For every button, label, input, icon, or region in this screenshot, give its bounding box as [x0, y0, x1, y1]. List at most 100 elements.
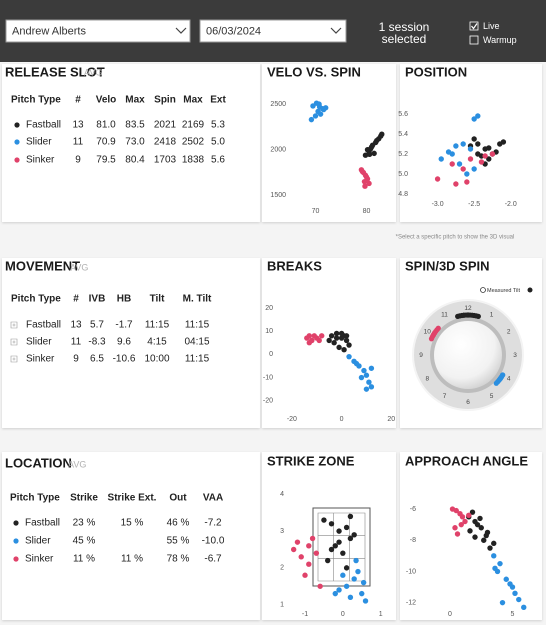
point — [475, 113, 481, 119]
section-title: RELEASE SLOT — [5, 64, 105, 79]
table-cell: 23 % — [73, 518, 96, 529]
date-dropdown[interactable] — [199, 19, 347, 43]
section-title: LOCATION — [5, 455, 72, 470]
point — [360, 579, 367, 586]
x-tick-label: -20 — [287, 416, 297, 423]
point — [366, 180, 372, 187]
point — [475, 151, 481, 157]
point — [343, 583, 350, 589]
point — [351, 532, 357, 538]
column-header: Pitch Type — [11, 294, 61, 305]
y-tick-label: -12 — [406, 599, 416, 606]
point — [336, 539, 342, 545]
checkbox[interactable] — [469, 35, 479, 45]
column-header: HB — [117, 294, 131, 305]
point — [361, 367, 367, 374]
point — [368, 384, 375, 390]
table-cell: 11:15 — [145, 320, 170, 331]
table-cell: 11:15 — [185, 354, 210, 365]
table-cell: 1838 — [182, 155, 205, 166]
point — [309, 337, 315, 344]
y-tick-label: 5.6 — [398, 111, 408, 118]
y-tick-label: 2000 — [270, 147, 286, 154]
pitch-type: Fastball — [26, 320, 61, 331]
point — [313, 550, 320, 556]
point — [482, 153, 488, 159]
session-count: selected — [382, 32, 427, 46]
point — [453, 143, 459, 149]
point — [363, 372, 370, 378]
legend-label: Measured Tilt — [487, 288, 520, 294]
point — [456, 161, 463, 167]
pitch-dot — [13, 520, 19, 526]
pitch-type: Slider — [26, 337, 52, 348]
expand-icon — [10, 338, 18, 346]
point — [491, 540, 497, 547]
pitch-type: Sinker — [26, 354, 55, 365]
table-cell: 4:15 — [147, 337, 167, 348]
y-tick-label: 2500 — [270, 101, 286, 108]
point — [362, 183, 368, 189]
x-tick-label: 1 — [379, 611, 383, 618]
point — [438, 156, 444, 162]
point — [353, 557, 359, 564]
checkbox[interactable] — [469, 21, 479, 31]
point — [343, 524, 350, 531]
column-header: Max — [183, 95, 203, 106]
table-cell: 2418 — [154, 137, 177, 148]
hour-label: 2 — [507, 329, 511, 336]
x-tick-label: 70 — [312, 208, 320, 215]
y-tick-label: 1 — [280, 601, 284, 608]
table-cell: 10:00 — [144, 354, 169, 365]
point — [340, 550, 346, 556]
point — [346, 353, 352, 360]
chart-title: SPIN/3D SPIN — [405, 258, 490, 273]
point — [489, 151, 496, 157]
point — [336, 344, 342, 351]
table-cell: 15 % — [121, 518, 144, 529]
card — [2, 452, 260, 620]
point — [516, 596, 522, 603]
strike-zone — [312, 507, 371, 587]
table-cell: 11:15 — [185, 320, 210, 331]
point — [454, 531, 461, 537]
table-cell: 11 % — [73, 554, 95, 565]
point — [306, 543, 312, 549]
point — [376, 136, 382, 142]
point — [462, 518, 468, 525]
column-header: Out — [169, 493, 187, 504]
pitch-dot — [14, 139, 20, 145]
point — [366, 379, 372, 385]
expand-icon — [10, 321, 18, 329]
table-cell: 70.9 — [96, 137, 116, 148]
table-cell: 79.5 — [96, 155, 116, 166]
point — [364, 147, 371, 153]
table-cell: 13 — [70, 320, 82, 331]
chart-title: VELO VS. SPIN — [267, 64, 361, 79]
pitch-dot — [14, 157, 20, 163]
y-tick-label: -10 — [263, 374, 273, 381]
point — [309, 535, 316, 542]
chart-title: BREAKS — [267, 258, 322, 273]
point — [328, 546, 335, 553]
table-cell: 2021 — [154, 120, 177, 131]
column-header: Tilt — [150, 294, 165, 305]
pitch-dot — [14, 122, 20, 128]
y-tick-label: 5.4 — [398, 131, 408, 138]
table-cell: -8.3 — [88, 337, 106, 348]
hour-label: 4 — [507, 376, 511, 383]
player-dropdown[interactable] — [5, 19, 191, 43]
point — [336, 528, 342, 534]
point — [343, 337, 350, 344]
point — [363, 386, 370, 392]
section-subtitle: AVG — [68, 459, 86, 469]
point — [507, 581, 513, 587]
point — [449, 161, 455, 167]
x-tick-label: 0 — [340, 416, 344, 423]
point — [481, 537, 487, 543]
point — [353, 360, 360, 367]
y-tick-label: 4.8 — [398, 191, 408, 198]
point — [453, 507, 459, 514]
point — [445, 149, 452, 155]
